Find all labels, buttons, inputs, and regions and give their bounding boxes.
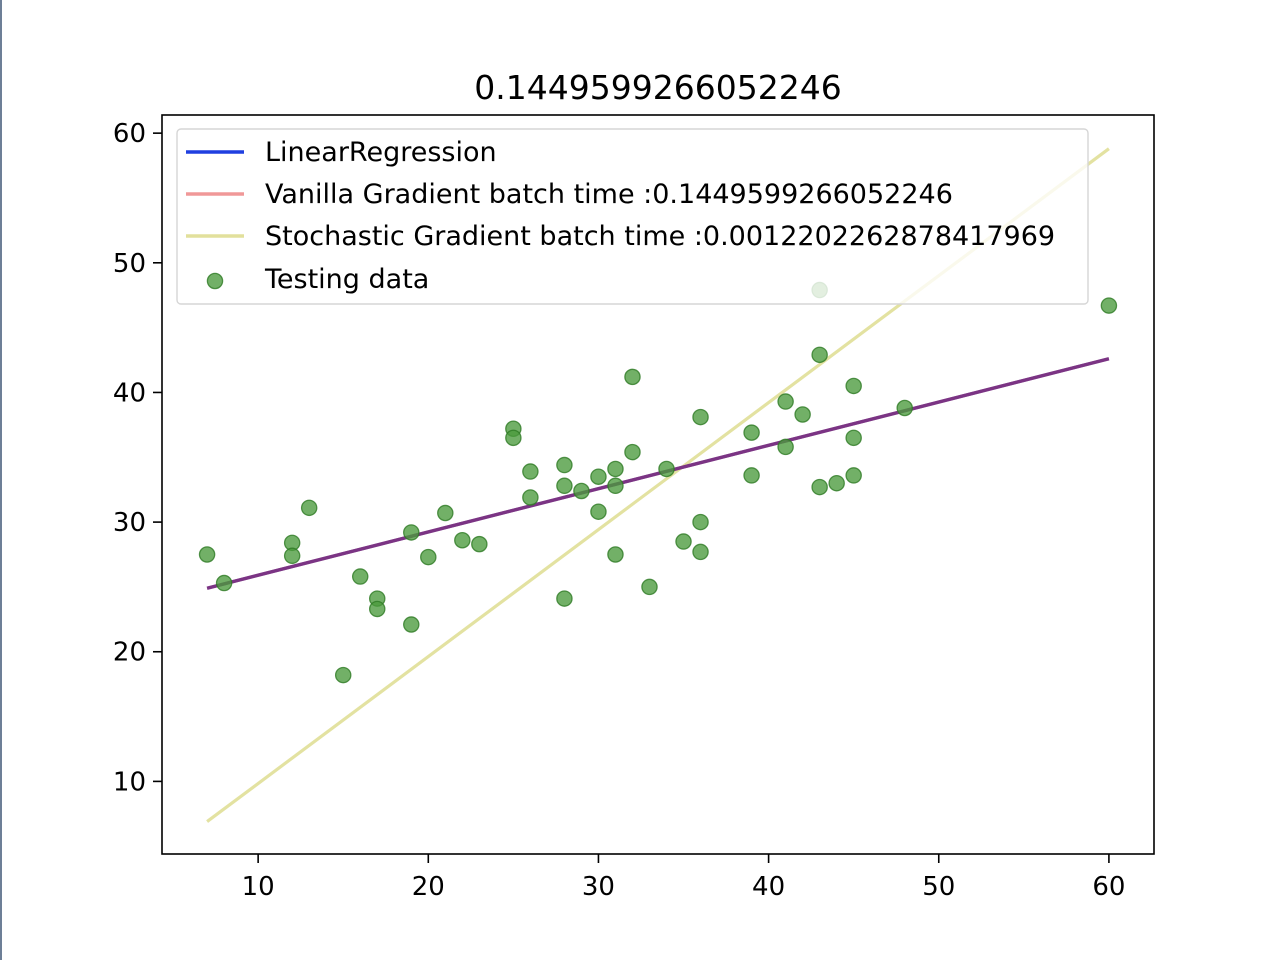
x-tick-label: 60 xyxy=(1092,872,1125,902)
testing-data-point xyxy=(522,489,539,506)
testing-data-point xyxy=(777,393,794,410)
testing-data-point xyxy=(607,460,624,478)
testing-data-point xyxy=(692,408,709,426)
testing-data-point xyxy=(283,547,301,565)
testing-data-point xyxy=(403,524,420,541)
testing-data-point xyxy=(403,616,420,633)
testing-data-point xyxy=(1100,297,1118,314)
y-tick-label: 10 xyxy=(113,767,146,797)
x-tick-label: 50 xyxy=(922,872,955,902)
x-tick-label: 30 xyxy=(582,872,615,902)
testing-data-point xyxy=(590,468,607,485)
testing-data-point xyxy=(590,503,607,520)
legend-stochastic-gradient-label: Stochastic Gradient batch time :0.001220… xyxy=(265,221,1055,252)
testing-data-point xyxy=(420,548,437,566)
testing-data-point xyxy=(811,478,828,496)
testing-data-point xyxy=(556,456,573,474)
testing-data-point xyxy=(300,499,318,517)
testing-data-point xyxy=(692,543,709,561)
chart-title: 0.1449599266052246 xyxy=(474,68,841,107)
testing-data-point xyxy=(794,406,811,423)
testing-data-point xyxy=(675,533,692,550)
testing-data-point xyxy=(777,438,794,456)
testing-data-point xyxy=(351,568,369,585)
legend-testing-data-label: Testing data xyxy=(264,264,429,295)
x-tick-label: 10 xyxy=(242,872,275,902)
legend-testing-data-swatch xyxy=(206,272,224,290)
testing-data-point xyxy=(896,399,913,417)
testing-data-point xyxy=(522,463,539,480)
testing-data-point xyxy=(845,429,862,447)
testing-data-point xyxy=(437,504,454,522)
vanilla-gradient-line xyxy=(206,357,1110,590)
legend-box xyxy=(176,128,1089,305)
testing-data-point xyxy=(624,368,641,386)
y-tick-label: 50 xyxy=(113,249,146,279)
testing-data-point xyxy=(607,546,624,563)
testing-data-point xyxy=(334,666,352,684)
axes-frame xyxy=(161,114,1155,855)
testing-data-point xyxy=(743,467,760,484)
y-tick-label: 60 xyxy=(113,119,146,149)
testing-data-point xyxy=(607,477,624,495)
y-tick-label: 20 xyxy=(113,638,146,668)
testing-data-point xyxy=(845,377,862,395)
testing-data-point xyxy=(641,578,658,596)
y-tick-label: 30 xyxy=(113,508,146,538)
plot-area xyxy=(198,147,1118,823)
testing-data-point xyxy=(471,535,488,553)
window-edge xyxy=(0,0,2,960)
y-tick-label: 40 xyxy=(113,378,146,408)
testing-data-point xyxy=(556,477,573,495)
x-tick-label: 40 xyxy=(752,872,785,902)
testing-data-point xyxy=(828,474,845,492)
x-tick-label: 20 xyxy=(412,872,445,902)
testing-data-point xyxy=(215,574,233,592)
legend-vanilla-gradient-label: Vanilla Gradient batch time :0.144959926… xyxy=(265,179,953,210)
testing-data-point xyxy=(624,443,641,461)
testing-data-point xyxy=(845,467,862,484)
testing-data-point xyxy=(811,346,828,364)
testing-data-point xyxy=(692,513,709,531)
testing-data-point xyxy=(556,590,573,607)
testing-data-point xyxy=(743,424,760,441)
testing-data-point xyxy=(368,600,386,618)
testing-data-point xyxy=(573,482,590,500)
testing-data-point xyxy=(658,460,675,478)
axis-ticks: 10 20 30 40 50 60 10 20 30 40 50 60 xyxy=(113,119,1126,902)
testing-data-point xyxy=(505,429,522,447)
testing-data-point xyxy=(198,546,216,563)
testing-data-point xyxy=(454,531,471,549)
legend-linear-regression-label: LinearRegression xyxy=(265,137,497,168)
legend: LinearRegression Vanilla Gradient batch t… xyxy=(176,128,1089,305)
